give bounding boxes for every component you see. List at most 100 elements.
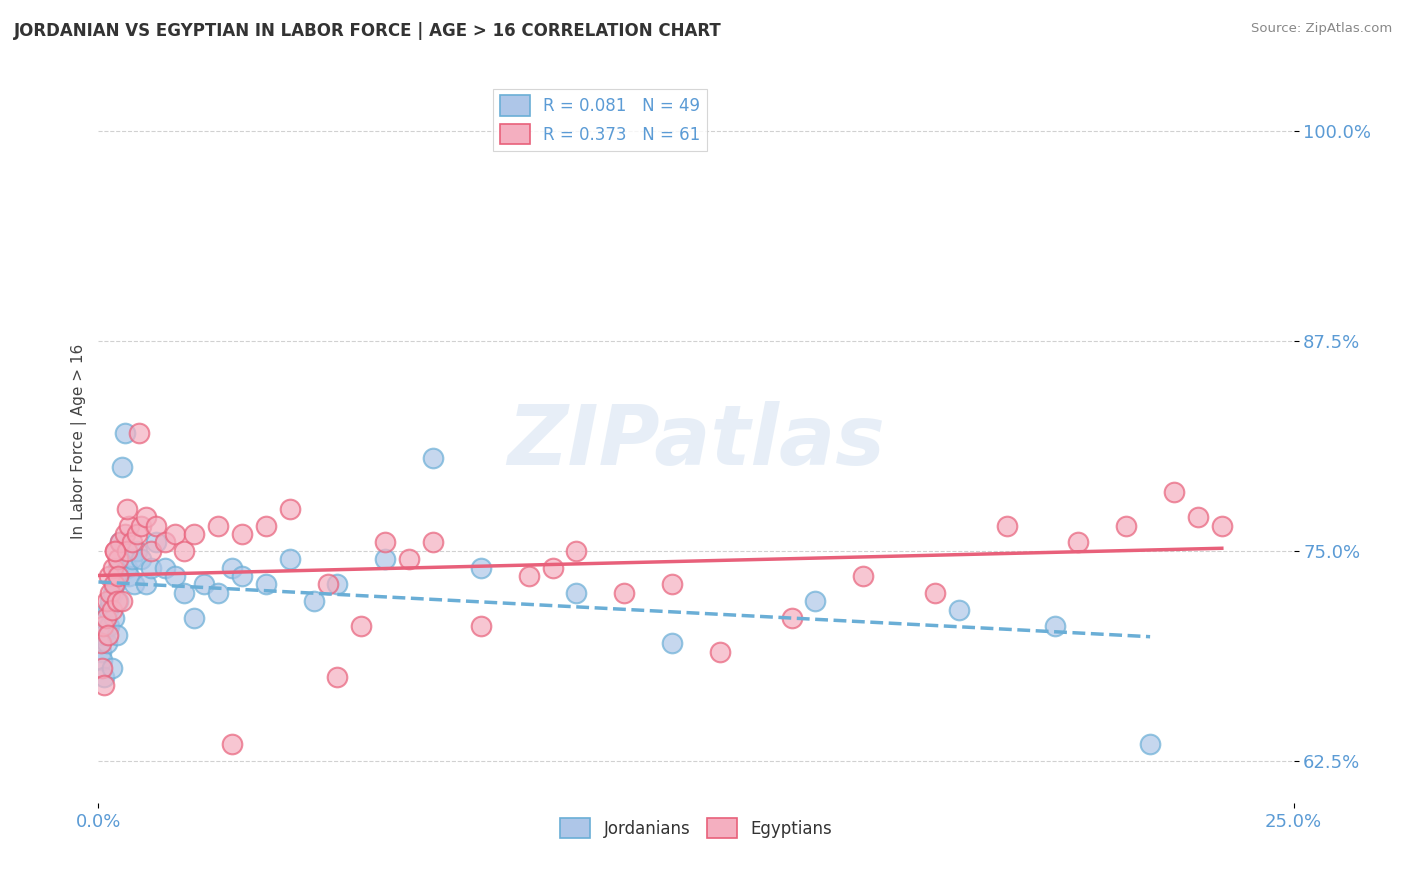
Point [97, 569, 120, 583]
Point [115, 543, 138, 558]
Point [91, 661, 114, 675]
Y-axis label: In Labor Force | Age > 16: In Labor Force | Age > 16 [72, 344, 87, 539]
Point [517, 569, 540, 583]
Point [145, 518, 167, 533]
Point [398, 552, 420, 566]
Point [613, 586, 636, 600]
Point [422, 451, 444, 466]
Point [118, 518, 141, 533]
Point [278, 552, 301, 566]
Point [90, 644, 112, 658]
Point [1187, 510, 1209, 524]
Point [104, 577, 127, 591]
Point [221, 560, 243, 574]
Point [254, 577, 277, 591]
Point [924, 586, 946, 600]
Point [326, 577, 349, 591]
Point [105, 628, 128, 642]
Point [326, 670, 349, 684]
Point [115, 560, 138, 574]
Point [101, 586, 124, 600]
Point [121, 552, 143, 566]
Point [108, 535, 131, 549]
Point [163, 569, 186, 583]
Point [91, 619, 114, 633]
Point [231, 527, 253, 541]
Point [107, 552, 129, 566]
Point [104, 543, 127, 558]
Point [107, 594, 129, 608]
Point [1211, 518, 1233, 533]
Point [98, 586, 122, 600]
Point [139, 543, 162, 558]
Point [804, 594, 827, 608]
Point [1139, 737, 1161, 751]
Point [278, 501, 301, 516]
Point [173, 586, 195, 600]
Point [231, 569, 253, 583]
Point [115, 501, 138, 516]
Point [97, 619, 120, 633]
Point [103, 611, 125, 625]
Point [118, 569, 141, 583]
Point [470, 560, 492, 574]
Point [1115, 518, 1137, 533]
Point [103, 577, 125, 591]
Text: ZIPatlas: ZIPatlas [508, 401, 884, 482]
Point [316, 577, 339, 591]
Point [422, 535, 444, 549]
Point [1163, 485, 1185, 500]
Point [135, 510, 157, 524]
Point [125, 527, 148, 541]
Point [94, 611, 117, 625]
Point [101, 560, 124, 574]
Point [114, 426, 136, 441]
Point [155, 560, 177, 574]
Point [374, 552, 396, 566]
Point [105, 594, 128, 608]
Point [1043, 619, 1066, 633]
Text: JORDANIAN VS EGYPTIAN IN LABOR FORCE | AGE > 16 CORRELATION CHART: JORDANIAN VS EGYPTIAN IN LABOR FORCE | A… [14, 22, 721, 40]
Point [302, 594, 325, 608]
Point [661, 577, 683, 591]
Point [97, 602, 120, 616]
Point [131, 518, 153, 533]
Point [101, 602, 124, 616]
Point [207, 518, 229, 533]
Point [91, 653, 114, 667]
Point [470, 619, 492, 633]
Point [121, 535, 143, 549]
Point [108, 535, 131, 549]
Text: Source: ZipAtlas.com: Source: ZipAtlas.com [1251, 22, 1392, 36]
Point [565, 586, 588, 600]
Point [374, 535, 396, 549]
Point [852, 569, 875, 583]
Point [111, 594, 134, 608]
Point [90, 636, 112, 650]
Point [565, 543, 588, 558]
Point [163, 527, 186, 541]
Point [995, 518, 1018, 533]
Point [183, 527, 205, 541]
Point [155, 535, 177, 549]
Point [124, 577, 146, 591]
Point [101, 661, 124, 675]
Point [780, 611, 803, 625]
Point [128, 426, 150, 441]
Point [104, 543, 127, 558]
Point [350, 619, 373, 633]
Legend: Jordanians, Egyptians: Jordanians, Egyptians [554, 812, 838, 845]
Point [145, 535, 167, 549]
Point [139, 560, 162, 574]
Point [173, 543, 195, 558]
Point [96, 636, 118, 650]
Point [107, 560, 129, 574]
Point [98, 594, 122, 608]
Point [94, 611, 117, 625]
Point [93, 678, 115, 692]
Point [541, 560, 564, 574]
Point [254, 518, 277, 533]
Point [135, 577, 157, 591]
Point [709, 644, 731, 658]
Point [93, 670, 115, 684]
